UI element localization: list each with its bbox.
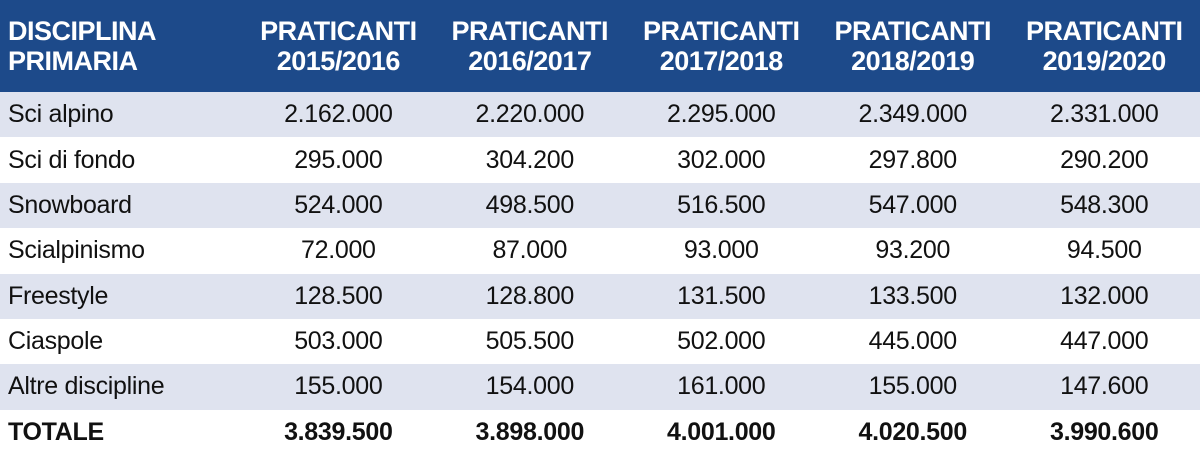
header-year-2-line1: PRATICANTI — [451, 16, 609, 46]
total-row-value-1: 3.839.500 — [284, 417, 393, 446]
table-row-6: Ciaspole 503.000 505.500 502.000 445.000 447.… — [0, 318, 1200, 365]
table-row-6-value-1: 503.000 — [294, 327, 383, 356]
table-row-2-label: Sci di fondo — [8, 145, 136, 174]
header-year-5-line1: PRATICANTI — [1025, 16, 1183, 46]
header-row: DISCIPLINA PRIMARIA PRATICANTI 2015/2016… — [0, 0, 1200, 92]
table-row-3-value-5: 548.300 — [1060, 190, 1149, 219]
table-row-1: Sci alpino 2.162.000 2.220.000 2.295.000 2.3… — [0, 92, 1200, 138]
table-body: Sci alpino 2.162.000 2.220.000 2.295.000 2.3… — [0, 92, 1200, 455]
table-row-4-label: Scialpinismo — [8, 236, 145, 265]
header-year-1-line1: PRATICANTI — [260, 16, 417, 46]
header-year-1-line2: 2015/2016 — [276, 46, 401, 76]
table-row-7-label: Altre discipline — [8, 372, 165, 401]
table-row-1-label: Sci alpino — [8, 100, 114, 129]
table-row-5-value-1: 128.500 — [294, 281, 383, 310]
table-row-4-value-5: 94.500 — [1066, 236, 1142, 265]
table-row-5: Freestyle 128.500 128.800 131.500 133.500 132… — [0, 273, 1200, 319]
table-row-1-value-2: 2.220.000 — [475, 100, 585, 129]
total-row-label: TOTALE — [8, 417, 104, 446]
table-row-7: Altre discipline 155.000 154.000 161.000 155… — [0, 364, 1200, 410]
header-year-5: PRATICANTI 2019/2020 — [1008, 0, 1200, 92]
table-row-3-value-2: 498.500 — [485, 190, 575, 219]
table-row-3-label: Snowboard — [8, 190, 132, 219]
table-row-3-value-4: 547.000 — [868, 190, 958, 219]
table-row-4-value-3: 93.000 — [683, 236, 759, 265]
table-row-2-value-3: 302.000 — [677, 145, 766, 174]
header-year-2-line2: 2016/2017 — [468, 46, 592, 76]
table-row-1-value-3: 2.295.000 — [667, 100, 776, 129]
header-year-5-line2: 2019/2020 — [1042, 46, 1167, 76]
table-row-6-value-2: 505.500 — [485, 327, 575, 356]
total-row-value-2: 3.898.000 — [475, 417, 585, 446]
table-row-4-value-4: 93.200 — [875, 236, 951, 265]
table-row-7-value-2: 154.000 — [485, 372, 575, 401]
table-row-6-value-3: 502.000 — [677, 327, 766, 356]
table-row-2-value-5: 290.200 — [1060, 145, 1149, 174]
table-row-3-value-1: 524.000 — [294, 190, 383, 219]
table-row-2-value-4: 297.800 — [868, 145, 958, 174]
table-row-3: Snowboard 524.000 498.500 516.500 547.000 548… — [0, 182, 1200, 229]
table-row-1-value-1: 2.162.000 — [284, 100, 393, 129]
table-row-4-value-1: 72.000 — [300, 236, 376, 265]
table-row-4-value-2: 87.000 — [492, 236, 568, 265]
table-row-6-label: Ciaspole — [8, 327, 103, 356]
table-row-2-value-1: 295.000 — [294, 145, 383, 174]
header-year-1: PRATICANTI 2015/2016 — [242, 0, 435, 92]
header-year-3-line1: PRATICANTI — [643, 16, 800, 46]
table-row-2-value-2: 304.200 — [485, 145, 575, 174]
table-row-1-value-5: 2.331.000 — [1049, 100, 1159, 129]
total-row: TOTALE 3.839.500 3.898.000 4.001.000 4.020.5… — [0, 409, 1200, 455]
table-row-3-value-3: 516.500 — [677, 190, 766, 219]
table-row-6-value-5: 447.000 — [1060, 327, 1149, 356]
table-row-5-value-2: 128.800 — [485, 281, 575, 310]
table-row-6-value-4: 445.000 — [868, 327, 958, 356]
table-row-5-value-4: 133.500 — [868, 281, 958, 310]
header-year-4-line2: 2018/2019 — [851, 46, 975, 76]
table-row-7-value-1: 155.000 — [294, 372, 383, 401]
header-year-4: PRATICANTI 2018/2019 — [817, 0, 1009, 92]
table-row-1-value-4: 2.349.000 — [858, 100, 967, 129]
total-row-value-3: 4.001.000 — [667, 417, 776, 446]
header-discipline: DISCIPLINA PRIMARIA — [0, 0, 243, 92]
table-row-7-value-4: 155.000 — [868, 372, 958, 401]
table-row-7-value-5: 147.600 — [1060, 372, 1149, 401]
header-discipline-line2: PRIMARIA — [8, 46, 138, 76]
header-year-3-line2: 2017/2018 — [659, 46, 784, 76]
table-row-2: Sci di fondo 295.000 304.200 302.000 297.800… — [0, 137, 1200, 183]
header-year-2: PRATICANTI 2016/2017 — [434, 0, 626, 92]
table-row-5-label: Freestyle — [8, 281, 109, 310]
header-year-4-line1: PRATICANTI — [834, 16, 991, 46]
header-year-3: PRATICANTI 2017/2018 — [625, 0, 817, 92]
table-row-5-value-3: 131.500 — [677, 281, 766, 310]
table-row-5-value-5: 132.000 — [1060, 281, 1149, 310]
table-row-7-value-3: 161.000 — [677, 372, 766, 401]
table-row-4: Scialpinismo 72.000 87.000 93.000 93.200 94.5… — [0, 228, 1200, 274]
total-row-value-4: 4.020.500 — [858, 417, 967, 446]
total-row-value-5: 3.990.600 — [1049, 417, 1159, 446]
header-discipline-line1: DISCIPLINA — [8, 16, 157, 46]
